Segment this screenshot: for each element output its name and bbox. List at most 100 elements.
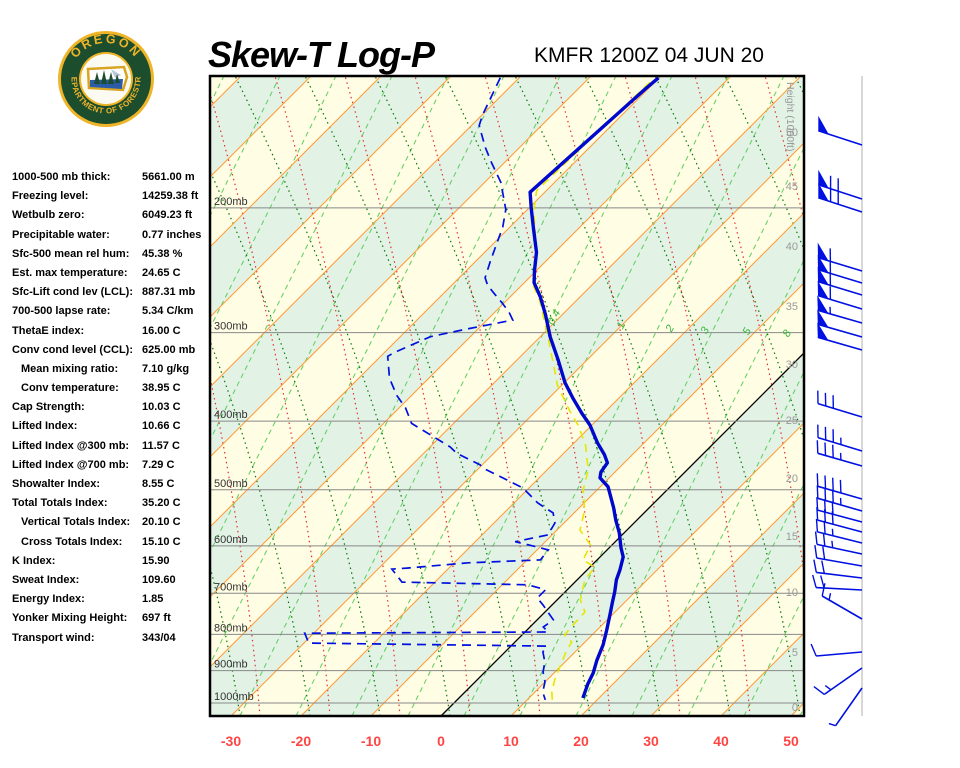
index-value: 16.00 C (142, 324, 181, 337)
pressure-label: 800mb (214, 622, 248, 634)
wind-barb (817, 322, 863, 351)
index-row: Total Totals Index: 35.20 C (12, 494, 212, 513)
wind-barb (814, 545, 863, 567)
pressure-label: 400mb (214, 409, 248, 421)
wind-barb (816, 473, 863, 500)
index-row: Conv cond level (CCL): 625.00 mb (12, 341, 212, 360)
wind-barb (813, 667, 863, 696)
index-value: 11.57 C (142, 439, 180, 452)
index-value: 0.77 inches (142, 228, 202, 241)
index-row: Cross Totals Index: 15.10 C (12, 533, 212, 552)
index-row: Precipitable water: 0.77 inches (12, 226, 212, 245)
pressure-label: 300mb (214, 321, 248, 333)
index-value: 8.55 C (142, 478, 175, 490)
index-value: 625.00 mb (142, 343, 196, 356)
index-value: 5.34 C/km (142, 305, 194, 318)
svg-text:8: 8 (781, 327, 795, 339)
wind-barb (817, 390, 863, 418)
height-tick: 30 (786, 359, 798, 371)
height-tick: 35 (786, 301, 798, 313)
index-label: Conv temperature: (21, 382, 119, 395)
wind-barb (817, 295, 863, 324)
temperature-tick: 0 (437, 733, 445, 749)
index-value: 7.10 g/kg (142, 362, 190, 375)
index-label: Wetbulb zero: (12, 209, 85, 222)
height-axis-label: Height (1000ft) (784, 82, 796, 151)
wind-barb (810, 643, 863, 657)
height-tick: 5 (792, 647, 798, 659)
station-time-label: KMFR 1200Z 04 JUN 20 (534, 44, 764, 67)
wetbulb-trace (532, 81, 651, 700)
wind-barb (821, 583, 863, 620)
wind-barb (818, 182, 863, 213)
index-label: Sweat Index: (12, 573, 80, 586)
index-row: Freezing level: 14259.38 ft (12, 187, 212, 206)
page-title: Skew-T Log-P (208, 34, 435, 75)
dewpoint-trace (303, 77, 556, 701)
temperature-tick: -10 (361, 733, 381, 749)
height-tick: 25 (786, 415, 798, 427)
index-value: 14259.38 ft (142, 190, 199, 203)
index-row: K Index: 15.90 (12, 552, 212, 571)
index-value: 20.10 C (142, 516, 181, 529)
svg-text:2: 2 (663, 323, 677, 335)
wind-barb (815, 518, 863, 544)
index-row: Sweat Index: 109.60 (12, 571, 212, 590)
index-label: Cap Strength: (12, 401, 85, 414)
index-value: 15.10 C (142, 535, 181, 548)
index-row: Est. max temperature: 24.65 C (12, 264, 212, 283)
index-row: 700-500 lapse rate: 5.34 C/km (12, 302, 212, 321)
height-tick: 10 (786, 587, 798, 599)
index-row: Mean mixing ratio: 7.10 g/kg (12, 360, 212, 379)
index-label: Vertical Totals Index: (21, 516, 131, 529)
height-tick: 0 (792, 702, 798, 714)
index-row: Sfc-Lift cond lev (LCL): 887.31 mb (12, 283, 212, 302)
wind-barb (817, 309, 863, 338)
index-label: K Index: (12, 554, 56, 567)
zero-isotherm (440, 352, 804, 716)
svg-text:1: 1 (615, 320, 628, 331)
index-row: 1000-500 mb thick: 5661.00 m (12, 168, 212, 187)
height-tick: 20 (786, 473, 798, 485)
band-shading (210, 76, 804, 716)
index-value: 5661.00 m (142, 171, 195, 183)
index-value: 24.65 C (142, 266, 181, 279)
index-row: Lifted Index @700 mb: 7.29 C (12, 456, 212, 475)
index-label: Sfc-500 mean rel hum: (12, 247, 130, 260)
temperature-axis: -30 -20 -10 0 10 20 30 40 50 (221, 733, 799, 749)
wind-barb (817, 424, 863, 452)
wind-barb (817, 242, 863, 272)
wind-barb (814, 531, 863, 555)
temperature-tick: -20 (291, 733, 311, 749)
index-label: Freezing level: (12, 190, 89, 203)
dry-adiabats (210, 76, 804, 716)
pressure-label: 500mb (214, 478, 248, 490)
wind-barb (816, 485, 863, 512)
index-row: Transport wind: 343/04 (12, 629, 212, 648)
temperature-tick: 50 (783, 733, 799, 749)
wind-barb (828, 687, 863, 727)
index-label: Est. max temperature: (12, 266, 128, 279)
index-row: ThetaE index: 16.00 C (12, 322, 212, 341)
temperature-tick: 20 (573, 733, 589, 749)
index-label: Sfc-Lift cond lev (LCL): (12, 286, 133, 299)
wind-barb (813, 559, 863, 579)
wind-barb (816, 440, 863, 467)
wind-barbs (810, 115, 863, 727)
temperature-tick: 30 (643, 733, 659, 749)
pressure-lines: 200mb 300mb 400mb 500mb 600mb 700mb 800mb 900mb… (210, 196, 804, 704)
index-row: Sfc-500 mean rel hum: 45.38 % (12, 245, 212, 264)
index-value: 45.38 % (142, 247, 183, 260)
odf-logo-seal: OREGON DEPARTMENT OF FORESTRY (55, 28, 154, 127)
index-value: 887.31 mb (142, 286, 196, 299)
index-value: 7.29 C (142, 458, 175, 471)
index-row: Vertical Totals Index: 20.10 C (12, 513, 212, 532)
temperature-trace (528, 76, 660, 699)
index-value: 109.60 (142, 573, 176, 586)
wind-barb (818, 115, 863, 146)
index-row: Showalter Index: 8.55 C (12, 475, 212, 494)
height-tick: 40 (786, 241, 798, 253)
index-value: 10.66 C (142, 420, 181, 433)
